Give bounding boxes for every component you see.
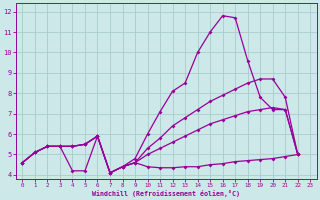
X-axis label: Windchill (Refroidissement éolien,°C): Windchill (Refroidissement éolien,°C) (92, 190, 240, 197)
